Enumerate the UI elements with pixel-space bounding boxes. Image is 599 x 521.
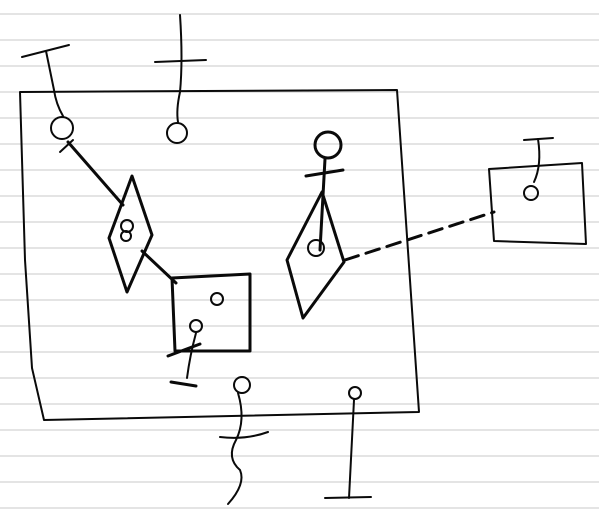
pinned-stick-top-left bbox=[21, 44, 125, 207]
pinned-stick-top bbox=[154, 14, 207, 144]
outer-box bbox=[19, 89, 420, 421]
ruled-lines bbox=[0, 13, 599, 509]
square-middle bbox=[166, 272, 252, 388]
diamond-left bbox=[107, 174, 178, 294]
diamond-right bbox=[285, 190, 346, 320]
dashed-connector bbox=[343, 210, 496, 262]
external-box-right bbox=[488, 137, 587, 245]
female-symbol-stick bbox=[304, 130, 345, 257]
bottom-wavy-stick bbox=[219, 376, 269, 505]
bottom-right-stick bbox=[324, 386, 372, 499]
